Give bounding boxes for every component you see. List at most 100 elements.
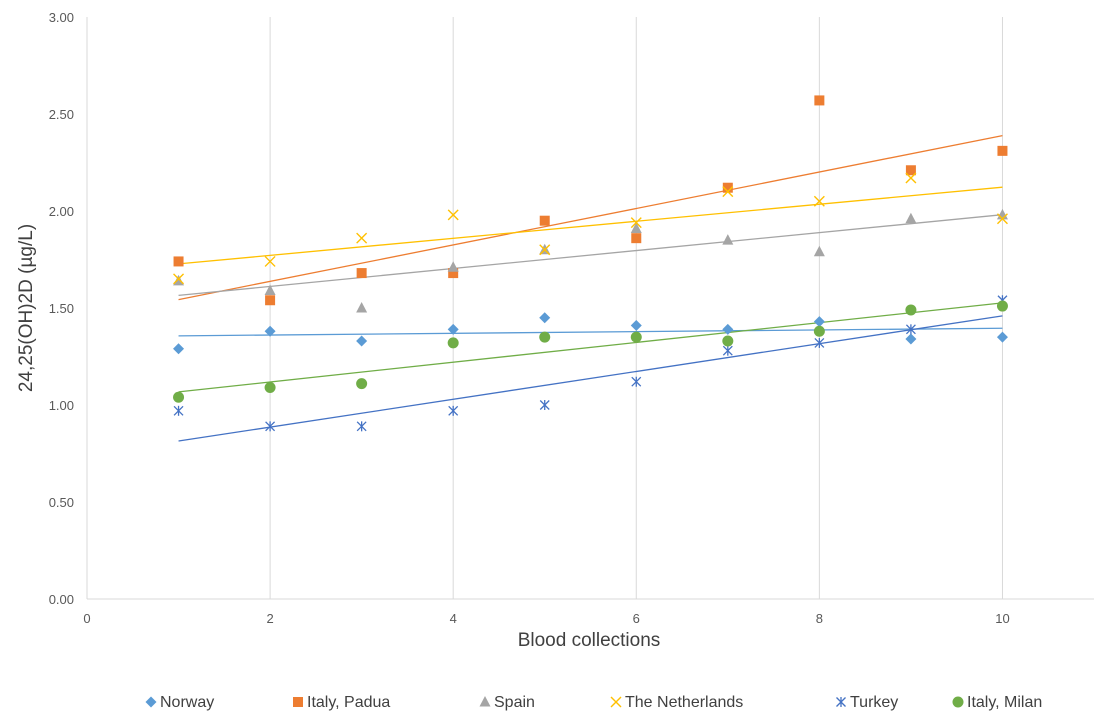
- x-tick-label: 8: [816, 611, 823, 626]
- y-tick-label: 3.00: [49, 10, 74, 25]
- data-point: [630, 222, 642, 233]
- data-point: [539, 244, 551, 256]
- x-tick-label: 0: [83, 611, 90, 626]
- data-point: [722, 345, 733, 356]
- data-point: [905, 333, 917, 345]
- data-point: [264, 255, 276, 267]
- data-point: [447, 337, 459, 349]
- legend-label: Spain: [494, 694, 535, 711]
- data-point: [905, 324, 916, 335]
- data-point: [356, 378, 368, 390]
- legend-label: Italy, Padua: [307, 694, 390, 711]
- x-axis-title: Blood collections: [518, 630, 661, 651]
- data-point: [356, 335, 368, 347]
- gridlines: [269, 17, 1003, 599]
- data-point: [173, 274, 185, 286]
- data-point: [448, 268, 459, 279]
- trendline: [178, 186, 1003, 265]
- data-point: [356, 268, 367, 279]
- trendlines: [178, 134, 1003, 442]
- trendline: [178, 302, 1003, 393]
- data-point: [447, 261, 459, 272]
- data-point: [905, 165, 916, 176]
- data-point: [722, 234, 734, 245]
- y-tick-label: 0.50: [49, 495, 74, 510]
- data-point: [997, 145, 1008, 156]
- trendline: [178, 315, 1003, 442]
- data-point: [265, 421, 276, 432]
- x-tick-label: 10: [995, 611, 1009, 626]
- data-point: [814, 337, 825, 348]
- data-point: [265, 295, 276, 306]
- data-point: [447, 323, 459, 335]
- legend-item: Norway: [145, 694, 214, 711]
- data-point: [630, 331, 642, 343]
- legend-item: Spain: [479, 694, 535, 711]
- y-tick-label: 1.50: [49, 301, 74, 316]
- data-point: [631, 376, 642, 387]
- legend-item: Turkey: [836, 694, 898, 711]
- legend-marker: [145, 696, 157, 708]
- data-point: [630, 319, 642, 331]
- data-point: [173, 256, 184, 267]
- data-point: [905, 212, 917, 224]
- tick-labels: 0 2 4 6 8 10 0.00 0.50 1.00 1.50 2.00 2.50 3.00: [49, 10, 1010, 626]
- data-point: [813, 316, 825, 328]
- data-point: [814, 95, 825, 106]
- data-points: [173, 95, 1008, 432]
- data-point: [631, 233, 642, 244]
- data-point: [539, 312, 551, 324]
- data-point: [722, 323, 734, 335]
- data-point: [539, 400, 550, 410]
- data-point: [905, 172, 917, 184]
- data-point: [722, 182, 733, 193]
- legend-marker: [293, 697, 303, 707]
- data-point: [173, 343, 185, 355]
- trendline: [178, 327, 1003, 337]
- legend-item: Italy, Padua: [293, 694, 390, 711]
- data-point: [356, 232, 368, 244]
- data-point: [173, 273, 185, 285]
- trendline: [178, 134, 1003, 301]
- legend-marker: [836, 697, 846, 707]
- data-point: [264, 325, 276, 337]
- data-point: [996, 300, 1008, 312]
- legend-marker: [952, 696, 964, 708]
- legend: Norway Italy, Padua Spain The Netherlands Tu…: [145, 694, 1042, 711]
- data-point: [905, 304, 917, 316]
- axes: [86, 17, 1094, 600]
- data-point: [173, 405, 184, 416]
- data-point: [448, 405, 459, 416]
- legend-item: Italy, Milan: [952, 694, 1042, 711]
- data-point: [264, 382, 276, 394]
- legend-item: The Netherlands: [610, 694, 743, 711]
- data-point: [356, 421, 367, 432]
- data-point: [173, 391, 185, 403]
- data-point: [996, 331, 1008, 343]
- data-point: [813, 325, 825, 337]
- legend-marker: [479, 696, 491, 707]
- y-tick-label: 0.00: [49, 592, 74, 607]
- data-point: [539, 215, 550, 226]
- legend-label: The Netherlands: [625, 694, 743, 711]
- legend-label: Turkey: [850, 694, 898, 711]
- legend-marker: [610, 696, 622, 708]
- data-point: [722, 186, 734, 198]
- data-point: [722, 335, 734, 347]
- data-point: [447, 209, 459, 221]
- data-point: [356, 302, 368, 313]
- data-point: [996, 213, 1008, 225]
- data-point: [539, 331, 551, 343]
- y-tick-label: 2.00: [49, 204, 74, 219]
- x-tick-label: 6: [633, 611, 640, 626]
- y-axis-title: 24,25(OH)2D (µg/L): [16, 224, 37, 392]
- legend-label: Norway: [160, 694, 214, 711]
- trendline: [178, 214, 1003, 297]
- data-point: [813, 245, 825, 257]
- y-tick-label: 1.00: [49, 398, 74, 413]
- data-point: [630, 217, 642, 229]
- data-point: [264, 284, 276, 296]
- data-point: [813, 195, 825, 207]
